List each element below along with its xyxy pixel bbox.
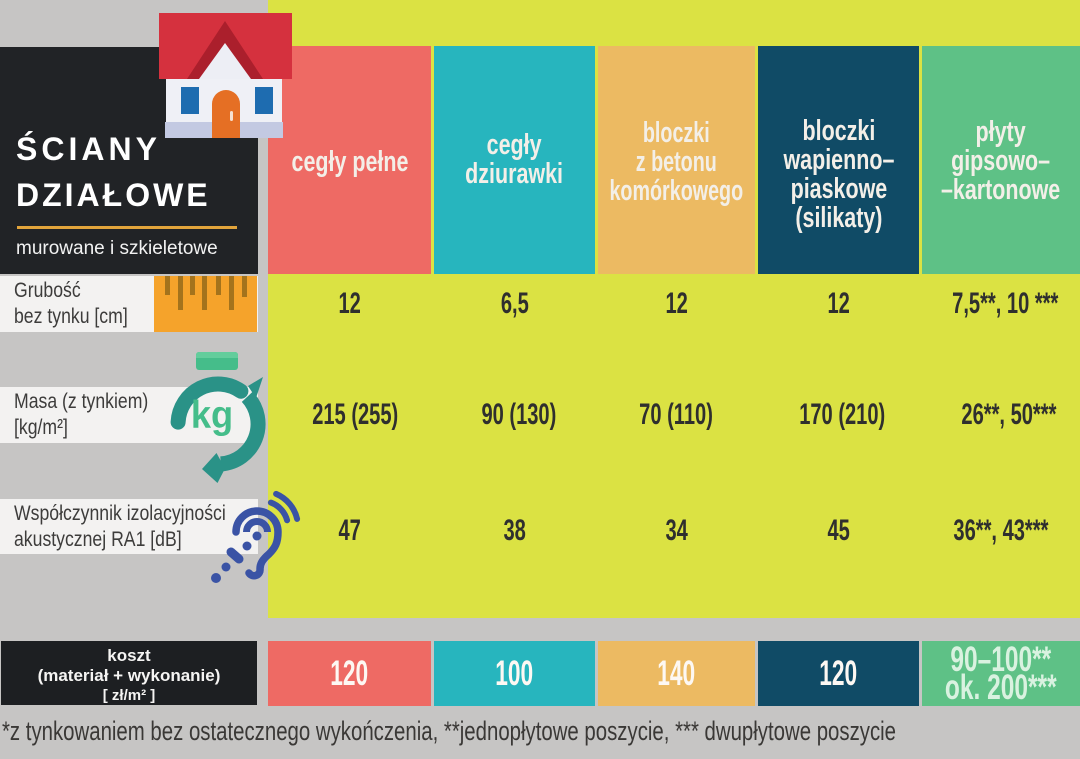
svg-text:kg: kg <box>191 393 233 436</box>
